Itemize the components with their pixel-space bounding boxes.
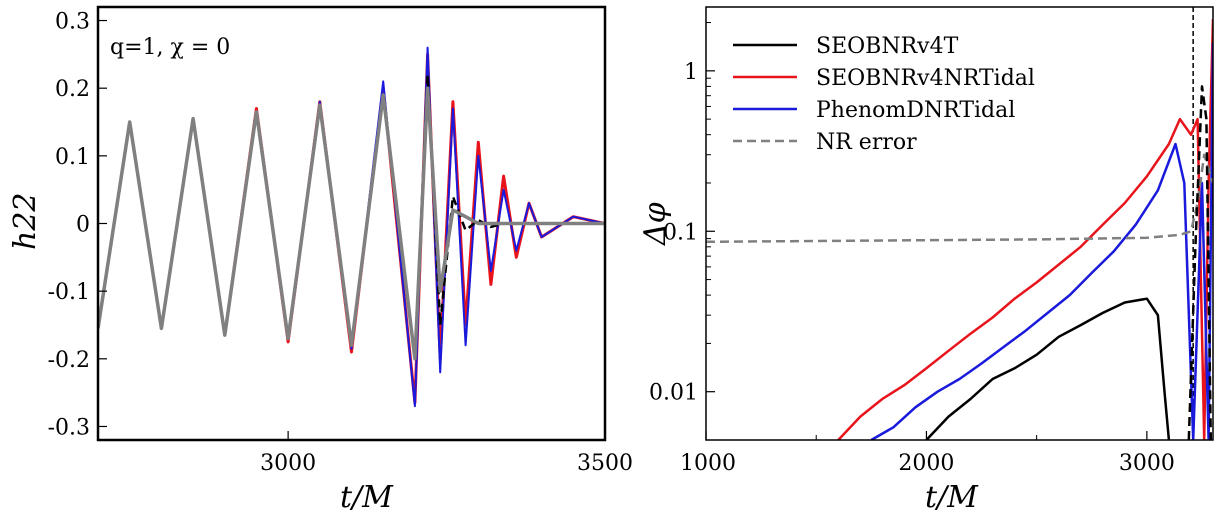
legend-entry: SEOBNRv4NRTidal (816, 66, 1035, 91)
left-y-tick-label: 0 (76, 213, 90, 238)
right-y-axis-label: Δφ (638, 202, 673, 246)
right-x-tick-label: 2000 (898, 451, 954, 476)
right-plot-area (706, 7, 1213, 440)
left-plot-area (98, 46, 605, 408)
left-y-tick-label: 0.2 (55, 77, 90, 102)
left-annotation: q=1, χ = 0 (110, 35, 230, 60)
legend: SEOBNRv4T SEOBNRv4NRTidal PhenomDNRTidal NR… (733, 34, 1035, 155)
right-y-tick-label: 1 (684, 60, 698, 85)
right-chart: 1000 2000 3000 0.01 0.1 1 SEOBNRv4T SEOBNRv4NR… (638, 6, 1214, 515)
right-y-tick-label: 0.01 (649, 381, 698, 406)
left-x-tick-label: 3000 (260, 451, 316, 476)
series-line-SEOBNRv4NRTidal (837, 19, 1213, 440)
left-y-tick-label: -0.2 (48, 348, 90, 373)
left-x-tick-label: 3500 (577, 451, 633, 476)
series-line-SEOBNRv4T (925, 297, 1171, 440)
series-line-PhenomDNRTidal (870, 42, 1213, 440)
left-y-tick-label: -0.1 (48, 280, 90, 305)
left-y-tick-label: 0.1 (55, 145, 90, 170)
left-x-axis-label: t/M (340, 480, 394, 515)
legend-entry: PhenomDNRTidal (816, 98, 1015, 123)
right-x-tick-label: 1000 (680, 451, 736, 476)
left-y-axis-label: h22 (8, 193, 43, 251)
series-line-SEOBNRv4T (98, 73, 605, 361)
left-y-tick-label: -0.3 (48, 415, 90, 440)
right-x-axis-label: t/M (925, 480, 979, 515)
left-chart: 3000 3500 0.3 0.2 0.1 0 -0.1 -0.2 -0.3 q=1, χ = … (8, 5, 633, 515)
series-line-SEOBNRv4NRTidal (98, 52, 605, 405)
right-y-tick-label: 0.1 (663, 220, 698, 245)
left-ticks: 3000 3500 0.3 0.2 0.1 0 -0.1 -0.2 -0.3 (48, 10, 633, 476)
series-line-dashed-4 (1187, 85, 1213, 440)
right-axes-frame (705, 6, 1214, 441)
legend-entry: SEOBNRv4T (816, 34, 959, 59)
left-y-tick-label: 0.3 (55, 10, 90, 35)
right-x-tick-label: 3000 (1119, 451, 1175, 476)
right-ticks: 1000 2000 3000 0.01 0.1 1 (649, 22, 1175, 476)
legend-entry: NR error (816, 130, 917, 155)
series-line-NR-error (706, 153, 1213, 244)
series-line-NR (98, 86, 605, 361)
